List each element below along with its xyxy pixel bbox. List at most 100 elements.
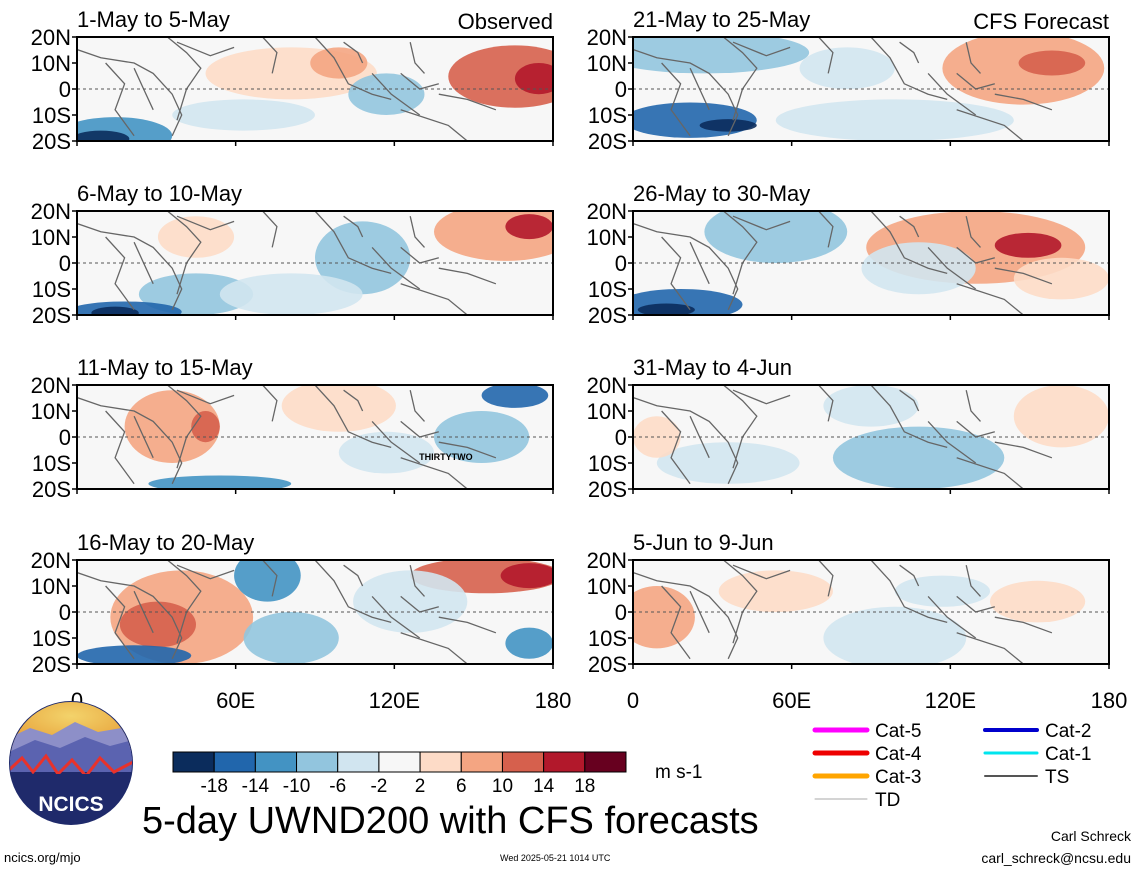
lon-tick-label: 120E [369,688,420,713]
wind-anomaly-shading [281,385,396,432]
colorbar-swatch [419,751,462,773]
colorbar-tick-label: 10 [492,776,513,797]
coastline [899,389,920,412]
colorbar-tick-label: 18 [574,776,595,797]
coastline [899,564,920,587]
lat-tick-label: 0 [59,251,71,276]
lat-tick-label: 20S [588,652,627,677]
wind-anomaly-shading [704,211,848,263]
wind-anomaly-shading [77,130,130,141]
coastline [870,37,948,101]
coastline [927,246,977,290]
units-label: m s-1 [655,762,703,783]
wind-anomaly-shading [191,411,220,443]
wind-anomaly-shading [348,73,425,115]
wind-anomaly-shading [990,580,1086,623]
colorbar-tick-label: -2 [370,776,387,797]
coastline [965,42,981,74]
coastline [262,211,278,248]
colorbar-swatch [543,751,586,773]
colorbar-swatch [172,751,215,773]
coastline [661,410,691,485]
wind-anomaly-shading [172,99,315,131]
coastline [262,37,278,74]
coastline [314,385,392,449]
wind-anomaly-shading [338,431,434,474]
coastline [956,283,1024,315]
coastline [343,215,364,238]
panel-date-range: 21-May to 25-May [633,7,810,32]
coastline [409,390,425,422]
author-email[interactable]: carl_schreck@ncsu.edu [981,850,1131,866]
coastline [927,420,977,464]
coastline [732,389,791,405]
wind-anomaly-shading [861,242,976,295]
coastline [818,37,834,74]
colorbar-tick-label: 14 [533,776,555,797]
panel-date-range: 16-May to 20-May [77,530,254,555]
map-panel: 21-May to 25-May CFS Forecast 20N10N010S20… [587,7,1110,154]
coastline [438,441,497,459]
lat-tick-label: 10S [588,277,627,302]
wind-anomaly-shading [823,385,919,427]
wind-anomaly-shading [91,306,139,315]
wind-anomaly-shading [481,385,549,408]
lat-tick-label: 20S [588,477,627,502]
lat-tick-label: 0 [59,77,71,102]
coastline [633,571,739,660]
coastline [818,385,834,422]
coastline [262,560,278,597]
lat-tick-label: 0 [615,251,627,276]
wind-anomaly-shading [448,45,553,108]
wind-anomaly-shading [633,586,695,649]
lon-tick-label: 180 [535,688,572,713]
wind-anomaly-shading [894,575,991,607]
colorbar-swatch [501,751,545,773]
wind-anomaly-shading [656,442,800,484]
colorbar-swatch [584,751,627,773]
coastline [77,48,183,137]
wind-anomaly-shading [699,119,757,132]
coastline [166,37,202,121]
column-label: Observed [458,9,553,34]
coastline [176,389,235,405]
wind-anomaly-shading [832,426,1005,489]
wind-field [77,211,553,315]
coastline [994,93,1053,111]
wind-anomaly-shading [994,232,1062,258]
wind-field [633,211,1109,315]
coastline [994,616,1053,634]
lat-tick-label: 10S [588,103,627,128]
coastline [409,216,425,248]
lat-tick-label: 10S [588,626,627,651]
coastline [956,457,1024,489]
coastline [818,211,834,248]
wind-anomaly-shading [633,416,681,458]
lat-tick-label: 20N [587,25,627,50]
coastline [371,595,421,639]
website-link[interactable]: ncics.org/mjo [4,850,81,865]
wind-anomaly-shading [1013,385,1109,448]
lat-tick-label: 20N [31,548,71,573]
lat-tick-label: 20N [31,25,71,50]
coastline [956,632,1024,664]
panel-date-range: 5-Jun to 9-Jun [633,530,774,555]
coastline [722,37,758,121]
coastline [722,560,758,644]
legend-label: TS [1045,767,1069,788]
coastline [661,62,691,137]
coastline [343,41,364,64]
lon-tick-label: 60E [772,688,811,713]
wind-anomaly-shading [718,570,833,612]
colorbar-tick-label: -14 [242,776,270,797]
coastline [438,267,497,285]
wind-anomaly-shading [219,273,363,315]
lat-tick-label: 10N [587,574,627,599]
panels-layer: 1-May to 5-May Observed20N10N010S20S6-May… [31,7,1128,713]
coastline [927,595,977,639]
panel-date-range: 6-May to 10-May [77,181,242,206]
lat-tick-label: 0 [615,425,627,450]
